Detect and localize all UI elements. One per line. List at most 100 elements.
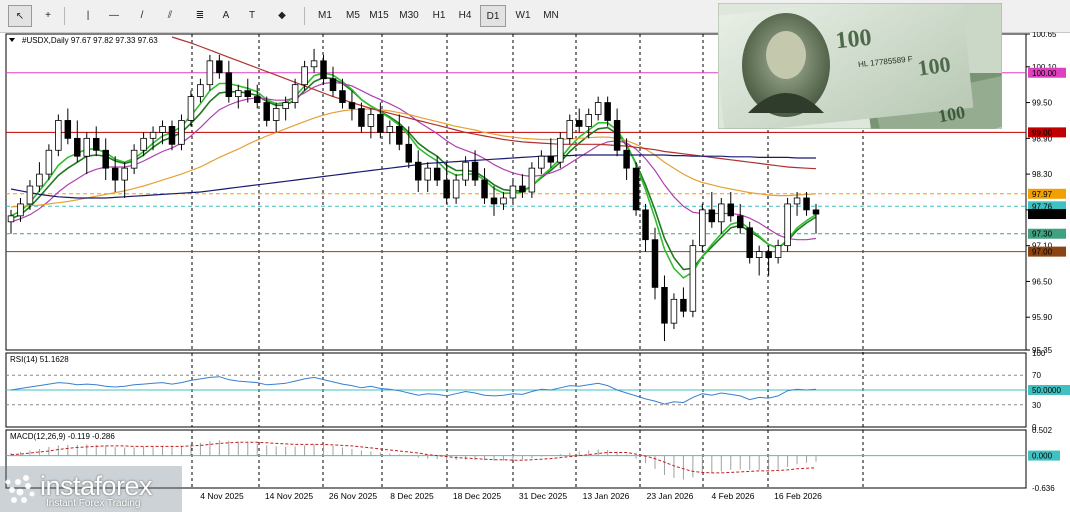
timeframe-h1-button[interactable]: H1 bbox=[432, 10, 446, 21]
candle bbox=[45, 149, 53, 175]
svg-text:100: 100 bbox=[937, 102, 967, 126]
candle bbox=[339, 90, 346, 103]
candle bbox=[83, 137, 91, 157]
svg-text:100: 100 bbox=[834, 25, 873, 55]
candle bbox=[462, 161, 469, 181]
price-axis-label: 95.90 bbox=[1032, 313, 1053, 322]
candle bbox=[765, 251, 772, 258]
candle bbox=[623, 149, 630, 169]
candle bbox=[509, 185, 517, 199]
crosshair-icon[interactable]: + bbox=[45, 10, 51, 21]
candle bbox=[414, 161, 422, 181]
shapes-icon[interactable]: ◆ bbox=[278, 10, 286, 21]
candle bbox=[26, 185, 34, 205]
candle bbox=[528, 167, 536, 193]
timeframe-d1-button[interactable]: D1 bbox=[480, 5, 506, 27]
candle bbox=[168, 126, 176, 145]
candle bbox=[310, 60, 318, 68]
price-tag-label: 97.97 bbox=[1032, 190, 1053, 199]
candle bbox=[689, 245, 697, 312]
cursor-icon[interactable]: ↖ bbox=[8, 5, 32, 27]
instaforex-logo bbox=[0, 466, 182, 512]
candle bbox=[367, 114, 375, 127]
dollar-bill-image: 100 HL 17785589 F 100 100 bbox=[718, 3, 1002, 129]
candle bbox=[699, 209, 706, 247]
price-tag-label: 97.76 bbox=[1032, 202, 1053, 211]
price-tag-label: 97.63 bbox=[1032, 210, 1053, 219]
collapse-arrow-icon[interactable] bbox=[9, 38, 15, 42]
vertical-line-icon[interactable]: | bbox=[86, 10, 90, 21]
price-tag-label: 100.00 bbox=[1032, 69, 1057, 78]
timeframe-mn-button[interactable]: MN bbox=[543, 10, 559, 21]
price-axis-label: 100.10 bbox=[1032, 63, 1057, 72]
timeframe-h4-button[interactable]: H4 bbox=[458, 10, 472, 21]
candle bbox=[178, 120, 185, 145]
time-axis-label: 23 Jan 2026 bbox=[647, 491, 694, 501]
text-icon[interactable]: A bbox=[222, 10, 230, 21]
candle bbox=[736, 215, 744, 229]
candle bbox=[329, 78, 337, 92]
horizontal-line-icon[interactable]: — bbox=[109, 10, 119, 21]
rsi-axis-label: 30 bbox=[1032, 401, 1041, 410]
candle bbox=[557, 137, 564, 163]
candle bbox=[433, 167, 441, 181]
candle bbox=[244, 90, 252, 98]
candle bbox=[149, 131, 157, 139]
moving-average-ma_100 bbox=[171, 36, 817, 170]
time-axis-label: 4 Feb 2026 bbox=[711, 491, 754, 501]
price-tag bbox=[1028, 67, 1066, 78]
macd-axis-label: 0.502 bbox=[1032, 426, 1053, 435]
fibonacci-icon[interactable]: ≣ bbox=[195, 10, 205, 21]
time-axis-label: 31 Dec 2025 bbox=[519, 491, 567, 501]
svg-text:100: 100 bbox=[916, 51, 952, 80]
equidistant-channel-icon[interactable]: ⫽ bbox=[167, 10, 173, 21]
candle bbox=[358, 108, 365, 127]
candle bbox=[320, 60, 327, 80]
toolbar-separator bbox=[304, 7, 305, 25]
candle bbox=[793, 197, 801, 205]
candle bbox=[651, 239, 659, 288]
chart-area[interactable]: 100.65100.1099.5098.9098.3097.7097.1096.… bbox=[0, 32, 1070, 512]
macd-level-label: 0.000 bbox=[1032, 452, 1053, 461]
price-axis-label: 98.90 bbox=[1032, 134, 1053, 143]
price-axis-label: 99.50 bbox=[1032, 99, 1053, 108]
candle bbox=[92, 137, 100, 151]
candle bbox=[490, 197, 498, 205]
candle bbox=[774, 245, 782, 258]
candle bbox=[197, 84, 204, 98]
text-label-icon[interactable]: T bbox=[248, 10, 256, 21]
moving-average-ma_slow bbox=[10, 81, 817, 241]
candle bbox=[642, 209, 649, 241]
trendline-icon[interactable]: / bbox=[140, 10, 144, 21]
price-tag bbox=[1028, 209, 1066, 220]
macd-pane bbox=[5, 429, 1027, 489]
timeframe-m5-button[interactable]: M5 bbox=[346, 10, 360, 21]
candle bbox=[727, 203, 735, 217]
time-axis-label: 16 Feb 2026 bbox=[774, 491, 822, 501]
candle bbox=[585, 114, 592, 127]
candle bbox=[282, 102, 289, 109]
candle bbox=[187, 96, 195, 121]
timeframe-w1-button[interactable]: W1 bbox=[515, 10, 531, 21]
candle bbox=[121, 167, 128, 181]
candle bbox=[405, 143, 413, 163]
price-axis-label: 100.65 bbox=[1032, 32, 1057, 39]
candle bbox=[632, 167, 640, 211]
candle bbox=[130, 149, 138, 169]
timeframe-m30-button[interactable]: M30 bbox=[399, 10, 419, 21]
time-axis-label: 4 Nov 2025 bbox=[200, 491, 244, 501]
candle bbox=[111, 167, 119, 181]
price-tag bbox=[1028, 228, 1066, 239]
timeframe-m15-button[interactable]: M15 bbox=[369, 10, 389, 21]
candle bbox=[784, 203, 791, 247]
timeframe-m1-button[interactable]: M1 bbox=[318, 10, 332, 21]
candle bbox=[377, 114, 384, 133]
moving-average-ma_50 bbox=[10, 108, 817, 208]
price-tag bbox=[1028, 127, 1066, 138]
macd-level-tag bbox=[1028, 450, 1060, 461]
time-axis-label: 18 Dec 2025 bbox=[453, 491, 501, 501]
candle bbox=[216, 60, 223, 74]
candle bbox=[670, 298, 678, 324]
macd-title: MACD(12,26,9) -0.119 -0.286 bbox=[10, 432, 115, 441]
candle bbox=[575, 120, 583, 127]
